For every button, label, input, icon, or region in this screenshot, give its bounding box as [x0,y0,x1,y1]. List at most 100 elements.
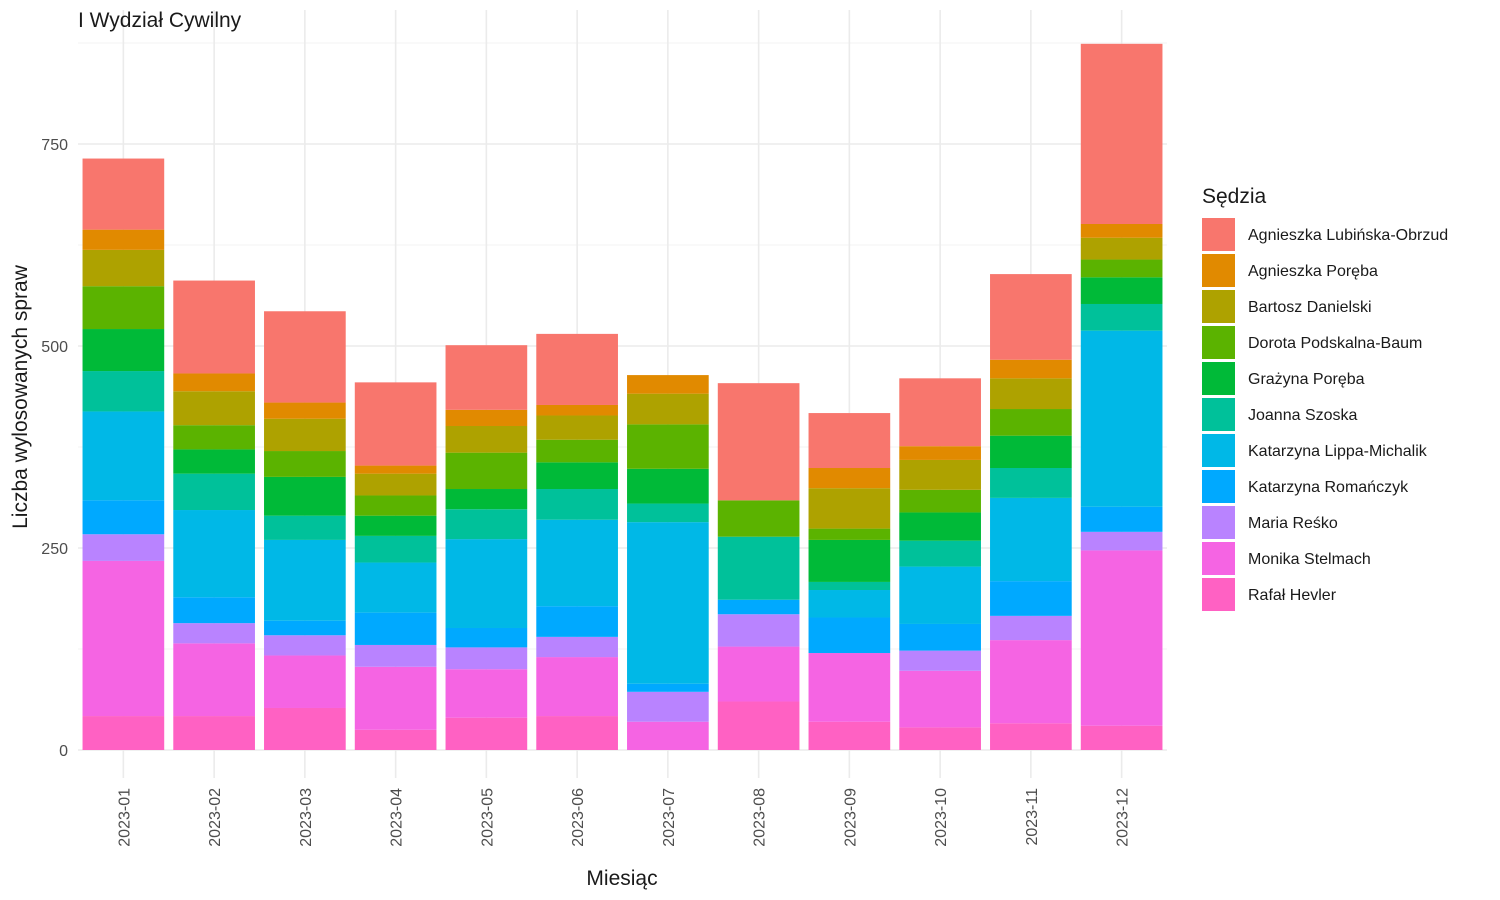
bar-segment [354,535,437,563]
bar-segment [1080,330,1163,507]
bar-segment [354,644,437,667]
bars [82,43,1163,750]
x-tick-label: 2023-04 [389,788,406,847]
y-tick-label: 0 [59,743,68,760]
legend-label: Maria Reśko [1248,515,1338,532]
bar-segment [536,657,618,717]
bar-segment [536,716,618,750]
legend-label: Bartosz Danielski [1248,299,1372,316]
x-tick-label: 2023-12 [1115,788,1132,847]
bar-segment [990,497,1072,582]
bar-segment [264,539,346,621]
x-tick-label: 2023-01 [116,788,133,847]
legend-swatch [1202,506,1235,539]
legend-label: Monika Stelmach [1248,551,1371,568]
bar-segment [808,590,891,618]
bar-segment [990,409,1072,436]
bar-segment [264,707,346,750]
bar-segment [627,393,709,425]
legend-label: Katarzyna Lippa-Michalik [1248,443,1428,460]
x-tick-label: 2023-09 [842,788,859,847]
bar-segment [627,424,709,469]
bar-segment [264,635,346,656]
y-tick-label: 250 [41,541,68,558]
bar-segment [536,415,618,440]
bar-segment [1080,223,1163,238]
legend-swatch [1202,218,1235,251]
bar-segment [354,562,437,613]
bar-segment [445,425,528,453]
bar-segment [445,489,528,510]
bar-segment [717,383,800,501]
bar-segment [808,539,891,582]
bar-segment [173,473,255,511]
bar-segment [536,439,618,463]
bar-segment [173,280,255,374]
bar-segment [717,614,800,647]
bar-segment [264,418,346,452]
bar-segment [627,721,709,750]
bar-segment [808,488,891,529]
legend-swatch [1202,326,1235,359]
bar-segment [445,452,528,490]
bar-segment [82,229,165,250]
legend-label: Agnieszka Lubińska-Obrzud [1248,227,1448,244]
bar-segment [173,510,255,598]
legend-swatch [1202,470,1235,503]
bar-segment [354,465,437,474]
legend-label: Agnieszka Poręba [1248,263,1378,280]
bar-segment [445,647,528,670]
legend-swatch [1202,290,1235,323]
bar-segment [445,409,528,426]
x-tick-label: 2023-11 [1024,788,1041,846]
bar-segment [173,716,255,750]
bar-segment [536,519,618,607]
bar-segment [990,615,1072,641]
bar-segment [264,451,346,477]
legend-swatch [1202,578,1235,611]
legend-swatch [1202,362,1235,395]
legend-label: Dorota Podskalna-Baum [1248,335,1422,352]
legend-swatch [1202,254,1235,287]
bar-segment [173,425,255,450]
bar-segment [1080,303,1163,331]
bar-segment [173,449,255,474]
bar-segment [899,670,981,728]
bar-segment [808,468,891,489]
bar-segment [990,581,1072,616]
bar-segment [82,158,165,230]
bar-segment [1080,43,1163,224]
bar-segment [627,375,709,394]
bar-segment [264,402,346,419]
legend-label: Rafał Hevler [1248,587,1337,604]
legend: Agnieszka Lubińska-Obrzud Agnieszka Poręb… [1202,218,1448,611]
bar-segment [173,597,255,624]
bar-segment [445,669,528,718]
x-tick-label: 2023-10 [933,788,950,847]
bar-segment [173,643,255,717]
bar-segment [717,536,800,600]
bar-segment [899,378,981,447]
bar-segment [536,489,618,520]
bar-segment [717,599,800,615]
y-tick-label: 500 [41,339,68,356]
bar-segment [1080,277,1163,304]
bar-segment [354,473,437,496]
bar-segment [445,717,528,750]
bar-segment [445,345,528,410]
bar-segment [445,509,528,540]
bar-segment [899,489,981,513]
bar-segment [1080,259,1163,278]
bar-segment [536,333,618,405]
bar-segment [627,691,709,722]
bar-segment [990,435,1072,469]
bar-segment [899,512,981,541]
bar-segment [536,606,618,637]
bar-segment [264,515,346,540]
bar-segment [627,522,709,684]
bar-segment [445,627,528,648]
bar-segment [899,446,981,460]
bar-segment [1080,506,1163,532]
bar-segment [899,650,981,671]
